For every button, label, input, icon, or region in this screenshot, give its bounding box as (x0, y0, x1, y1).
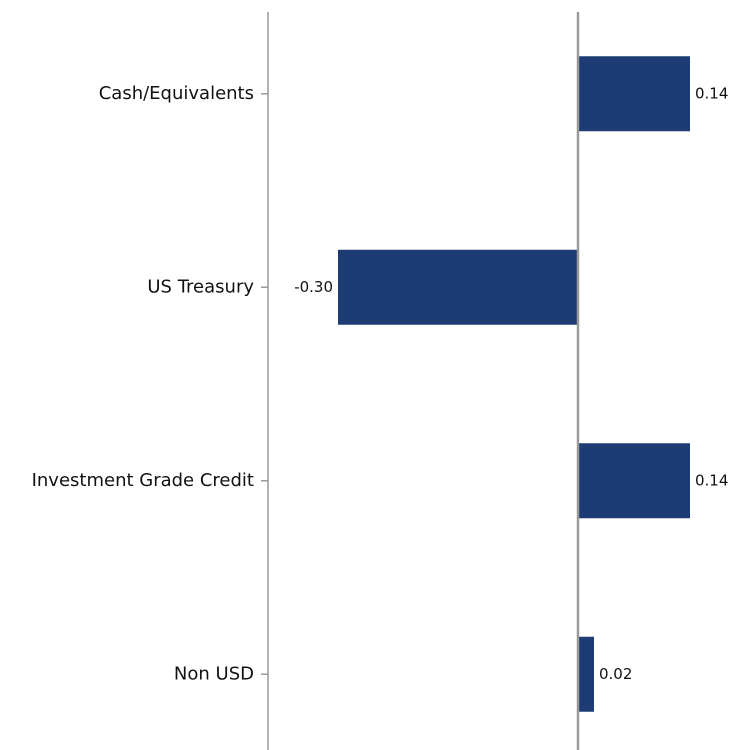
bar (578, 56, 690, 132)
bar (578, 443, 690, 519)
value-label: -0.30 (294, 278, 333, 296)
category-label: Investment Grade Credit (32, 470, 254, 491)
category-label: Cash/Equivalents (99, 83, 254, 104)
value-label: 0.14 (695, 84, 728, 102)
value-label: 0.02 (599, 665, 632, 683)
category-label: Non USD (174, 663, 254, 684)
bar (578, 636, 594, 712)
category-label: US Treasury (147, 276, 254, 297)
bar (338, 249, 578, 325)
value-label: 0.14 (695, 471, 728, 489)
